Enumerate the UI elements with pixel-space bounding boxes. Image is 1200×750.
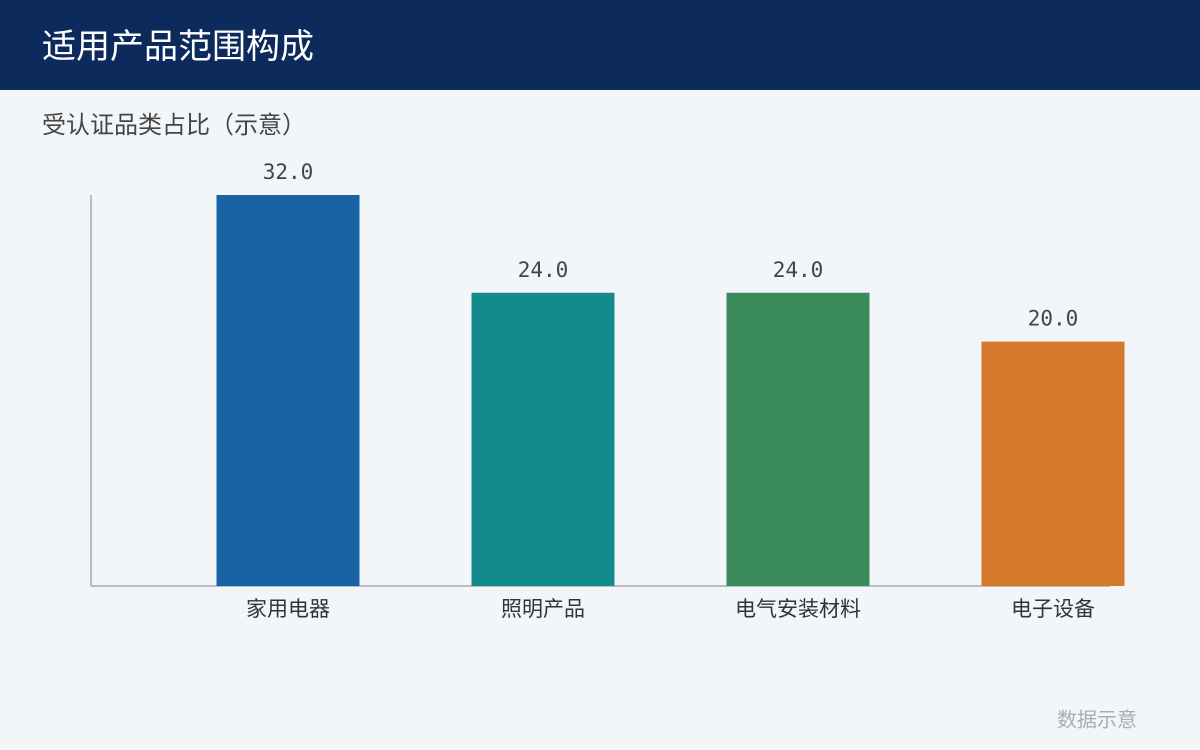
value-label: 24.0	[773, 258, 824, 282]
x-tick-label: 电气安装材料	[735, 597, 861, 621]
value-label: 32.0	[263, 160, 314, 184]
value-label: 24.0	[518, 258, 569, 282]
page-title: 适用产品范围构成	[42, 27, 314, 67]
chart: 受认证品类占比（示意） 数据示意 32.0 家用电器 24.0 照明产品 24.0 电气安…	[42, 111, 1137, 732]
bar	[216, 195, 360, 586]
x-tick-label: 家用电器	[246, 597, 330, 621]
bar	[726, 292, 870, 586]
header: 适用产品范围构成	[0, 0, 1200, 90]
value-label: 20.0	[1028, 307, 1079, 331]
bar	[471, 292, 615, 586]
footnote: 数据示意	[1057, 708, 1137, 732]
x-tick-label: 照明产品	[501, 597, 585, 621]
chart-subtitle: 受认证品类占比（示意）	[42, 111, 306, 139]
x-tick-label: 电子设备	[1011, 597, 1095, 621]
bar	[981, 341, 1125, 586]
